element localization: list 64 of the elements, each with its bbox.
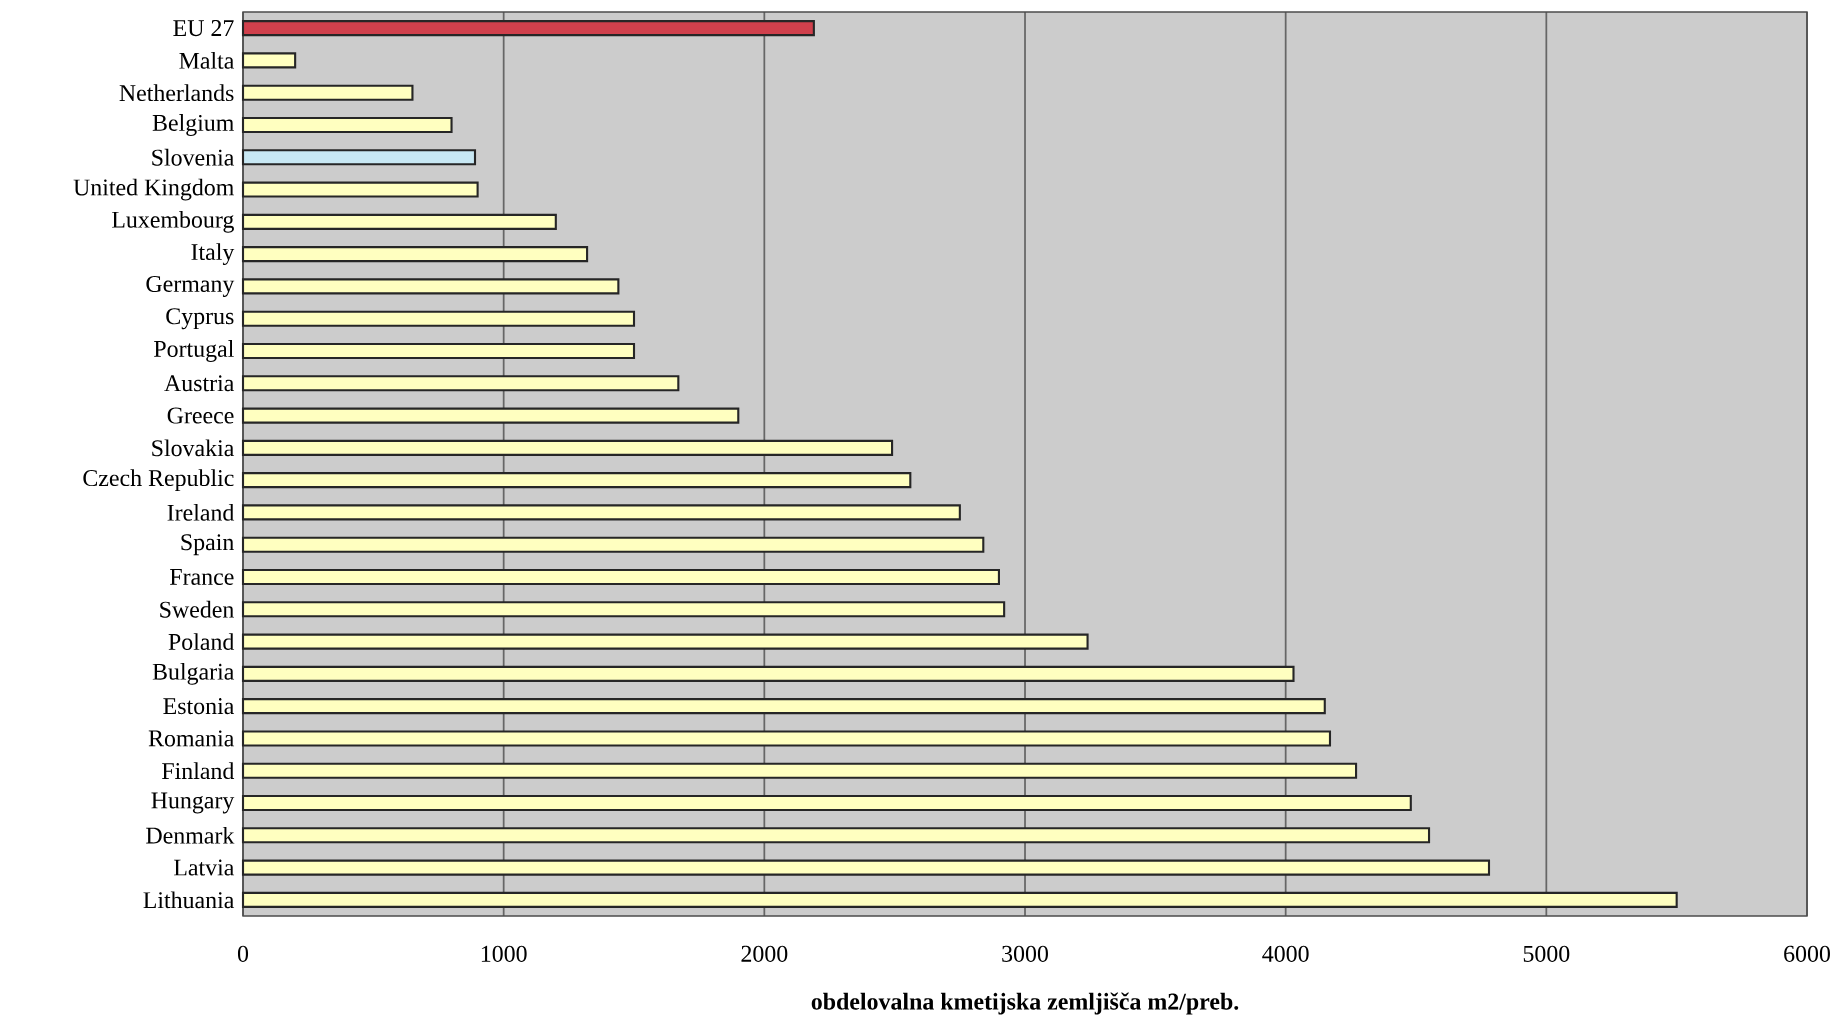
y-tick-label: Germany	[146, 275, 235, 297]
bar	[241, 181, 479, 198]
bar	[241, 342, 636, 360]
bar	[241, 246, 589, 263]
bar	[241, 762, 1358, 779]
bar	[241, 310, 636, 327]
y-tick-label: Latvia	[174, 859, 235, 876]
bar	[241, 52, 297, 69]
x-tick-label: 3000	[1002, 945, 1048, 962]
bar	[241, 20, 815, 37]
y-tick-label: Spain	[181, 534, 234, 556]
y-tick-label: Slovenia	[152, 148, 235, 166]
bar	[241, 116, 453, 134]
y-tick-label: Lithuania	[143, 891, 235, 909]
y-tick-label: Netherlands	[119, 84, 234, 102]
y-tick-label: Slovakia	[152, 439, 235, 457]
x-tick-label: 0	[237, 945, 249, 962]
y-tick-label: Austria	[164, 375, 235, 392]
bar	[241, 213, 557, 230]
bar	[241, 730, 1332, 747]
y-tick-label: Romania	[148, 730, 235, 747]
bar	[241, 794, 1412, 812]
y-tick-label: Luxembourg	[112, 210, 234, 233]
x-tick-label: 6000	[1784, 945, 1830, 962]
x-tick-label: 2000	[741, 945, 788, 962]
bar	[241, 698, 1326, 715]
y-tick-label: Sweden	[160, 600, 234, 618]
y-tick-label: Poland	[168, 633, 235, 650]
y-tick-label: Hungary	[151, 792, 235, 814]
bar	[241, 439, 894, 456]
bar	[241, 472, 912, 489]
bar	[241, 633, 1089, 650]
y-tick-label: Bulgaria	[152, 662, 235, 685]
bar	[241, 504, 961, 521]
bar	[241, 278, 620, 295]
bar	[241, 827, 1431, 844]
y-tick-label: Czech Republic	[83, 469, 234, 491]
y-tick-label: Estonia	[163, 698, 235, 715]
y-tick-label: Malta	[179, 52, 235, 69]
y-tick-label: Finland	[162, 762, 235, 780]
bar	[241, 601, 1006, 618]
bar	[241, 375, 680, 392]
y-tick-label: Italy	[191, 243, 235, 266]
bar	[241, 149, 477, 166]
bar	[241, 84, 414, 101]
y-tick-label: EU 27	[173, 20, 234, 37]
x-axis-title: obdelovalna kmetijska zemljišča m2/preb.	[811, 992, 1239, 1015]
bar	[241, 568, 1000, 586]
y-tick-label: Portugal	[154, 340, 234, 362]
bar	[241, 536, 985, 553]
x-tick-label: 5000	[1523, 945, 1570, 962]
y-tick-label: Cyprus	[166, 308, 234, 330]
x-tick-label: 1000	[481, 945, 527, 962]
bar	[241, 665, 1295, 682]
x-tick-label: 4000	[1262, 945, 1309, 962]
bar	[241, 407, 740, 424]
y-tick-label: Greece	[167, 407, 234, 424]
y-tick-label: France	[170, 569, 234, 585]
y-tick-label: Denmark	[146, 826, 235, 844]
bar	[241, 859, 1491, 876]
y-tick-label: Ireland	[167, 504, 235, 521]
y-tick-label: United Kingdom	[73, 178, 234, 201]
y-tick-label: Belgium	[152, 114, 235, 136]
bar	[241, 891, 1678, 908]
